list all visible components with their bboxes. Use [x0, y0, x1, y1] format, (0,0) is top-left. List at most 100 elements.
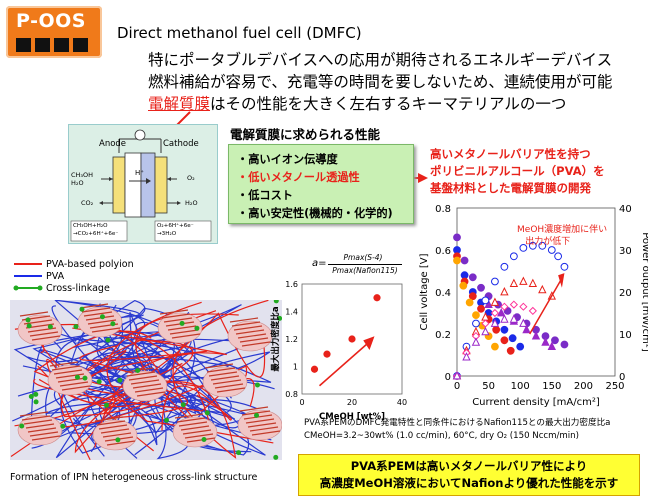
formula-denominator: Pmax(Nafion115): [332, 266, 398, 275]
polyion-fold: [130, 379, 160, 385]
polyion-fold: [100, 428, 130, 434]
poos-logo-badge: P-OOS: [6, 6, 102, 58]
y-tick-label: 0.6: [435, 246, 451, 257]
water-output-label: H₂O: [185, 199, 198, 207]
formula-numerator: Pmax(S-4): [343, 253, 383, 262]
data-point: [491, 277, 499, 286]
y-tick-label: 0.2: [435, 330, 451, 341]
data-point: [459, 281, 468, 290]
polyion-fold: [126, 371, 156, 377]
data-point: [468, 292, 477, 301]
ipn-caption: Formation of IPN heterogeneous cross-lin…: [10, 472, 258, 483]
formula-bar: [328, 264, 402, 265]
ipn-svg: [10, 298, 283, 461]
annotation-line-1: MeOH濃度増加に伴い: [517, 223, 607, 235]
data-point: [560, 340, 569, 349]
crosslink-node: [180, 402, 186, 408]
data-point: [471, 337, 481, 346]
polyion-fold: [176, 417, 206, 423]
annotation-arrow: [529, 279, 562, 335]
crosslink-node: [82, 375, 88, 381]
x-tick-label: 0: [454, 381, 460, 392]
polyion-fold: [247, 422, 277, 428]
x-tick-label: 250: [605, 381, 624, 392]
crosslink-node: [47, 324, 53, 330]
data-point: [481, 326, 490, 336]
pva-development-text: 高いメタノールバリア性を持つ ポリビニルアルコール（PVA）を 基盤材料とした電…: [430, 146, 605, 197]
max-power-ratio-chart: 1.6 1.4 1.2 1 0.80 20 40 最大出力密度比a CMeOH [wt%]: [270, 280, 407, 420]
data-point: [472, 311, 480, 319]
polyion-fold: [171, 333, 201, 339]
proton-label: H⁺: [135, 169, 144, 177]
polyion-fold: [19, 311, 49, 317]
plot-frame: [456, 207, 616, 377]
plot-frame: [301, 283, 403, 395]
crosslink-node: [201, 437, 207, 443]
polyion-chain: [33, 378, 255, 412]
legend-swatches: [13, 263, 43, 291]
data-point: [509, 278, 519, 287]
polyion-fold: [94, 416, 124, 422]
data-point: [453, 246, 461, 254]
fuel-cell-diagram: Anode Cathode H⁺ CH₃OH H₂O O₂ CO₂ H₂O CH…: [68, 124, 218, 244]
badge-block: [73, 38, 88, 52]
badge-block: [54, 38, 69, 52]
polyion-fold: [231, 321, 261, 327]
conclusion-box: PVA系PEMは高いメタノールバリア性により 高濃度MeOH溶液においてNafi…: [298, 454, 640, 496]
crosslink-node: [96, 379, 102, 385]
crosslink-node: [254, 412, 260, 418]
fuel-cell-svg: [70, 129, 212, 242]
data-point: [519, 244, 528, 252]
polyion-fold: [91, 327, 121, 333]
polyion-fold: [184, 433, 214, 439]
pva-chain: [32, 325, 194, 426]
data-point: [541, 337, 550, 346]
crosslink-node: [117, 377, 123, 383]
polyion-fold: [29, 331, 59, 337]
crosslink-node: [26, 323, 32, 329]
polyion-chain: [56, 361, 248, 428]
properties-title: 電解質膜に求められる性能: [230, 127, 381, 142]
polyion-fold: [134, 387, 164, 393]
slide-title: Direct methanol fuel cell (DMFC): [117, 24, 362, 42]
membrane-keyword: 電解質膜: [148, 95, 211, 113]
legend-label: PVA-based polyion: [46, 259, 134, 270]
polyion-fold: [98, 424, 128, 430]
polyion-fold: [96, 420, 126, 426]
polyion-fold: [216, 387, 246, 393]
crosslink-node: [179, 320, 185, 326]
data-point: [551, 336, 559, 345]
polyion-fold: [51, 365, 81, 371]
formula-lhs: a=: [312, 258, 327, 269]
data-point: [538, 241, 547, 250]
data-point: [528, 278, 538, 287]
polyion-fold: [25, 423, 55, 429]
crosslink-node: [135, 368, 141, 374]
polyion-fold: [31, 435, 61, 441]
polyion-fold: [81, 307, 111, 313]
polyion-fold: [27, 427, 57, 433]
x-tick-label: 150: [542, 381, 561, 392]
polyion-fold: [169, 329, 199, 335]
pva-dev-line-1: 高いメタノールバリア性を持つ: [430, 147, 591, 161]
polyion-fold: [49, 361, 79, 367]
property-item: ・低いメタノール透過性: [237, 171, 360, 184]
crosslink-node: [103, 402, 109, 408]
polyion-chain: [38, 339, 194, 408]
data-point: [500, 302, 509, 311]
crosslink-node: [33, 399, 39, 405]
y2-tick-label: 30: [619, 246, 632, 257]
crosslink-node: [33, 391, 39, 397]
polyion-fold: [128, 375, 158, 381]
data-point: [528, 241, 537, 250]
polyion-fold: [19, 411, 49, 417]
polyion-fold: [159, 309, 189, 315]
crosslink-node: [25, 317, 31, 323]
x-tick-label: 0: [299, 398, 304, 407]
polyion-fold: [214, 383, 244, 389]
property-item: ・低コスト: [237, 189, 293, 202]
polyion-fold: [204, 363, 234, 369]
polyion-fold: [57, 377, 87, 383]
data-point: [490, 297, 500, 306]
crosslink-node: [73, 324, 79, 330]
